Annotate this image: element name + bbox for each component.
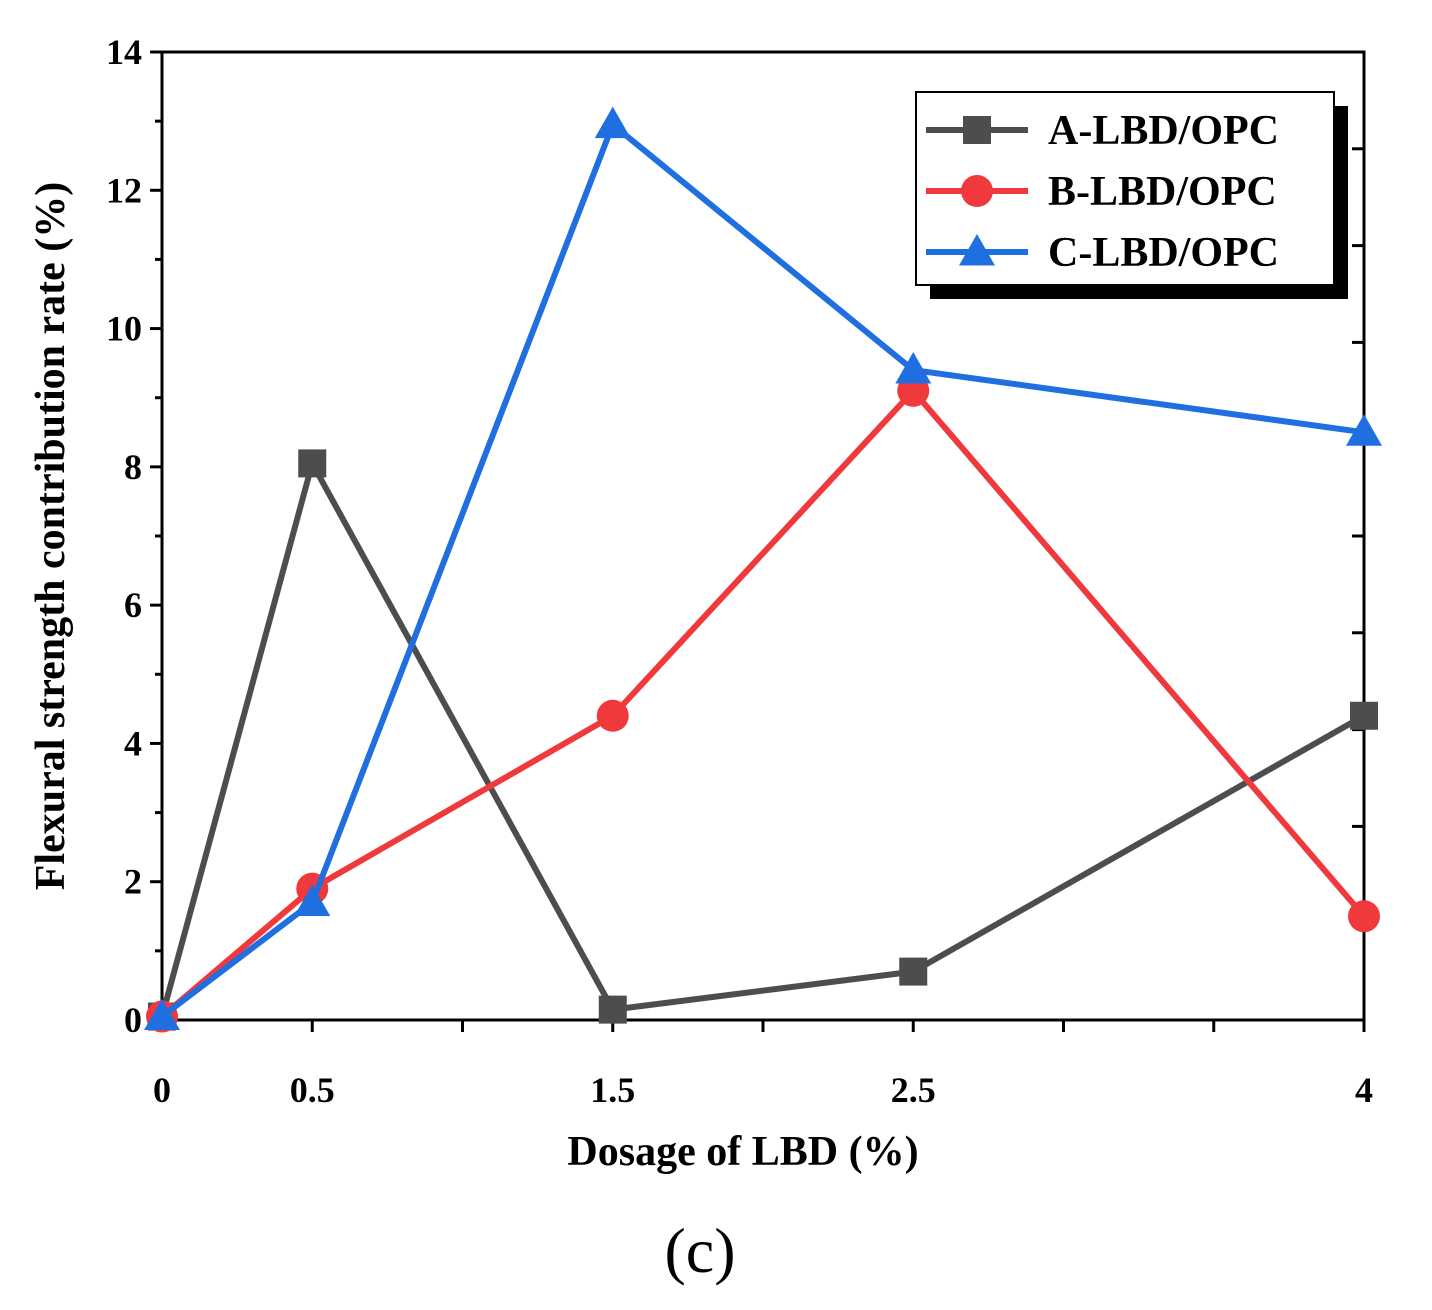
y-tick-label: 8: [124, 447, 142, 487]
series-layer: [144, 106, 1382, 1033]
series-line: [160, 387, 1367, 1019]
x-tick-label: 0.5: [290, 1070, 335, 1110]
x-tick-label: 2.5: [891, 1070, 936, 1110]
data-point: [1350, 701, 1378, 730]
y-tick-label: 12: [106, 170, 142, 210]
data-point: [899, 957, 928, 986]
legend: A-LBD/OPC B-LBD/OPC C-LBD/OPC: [915, 91, 1348, 299]
x-axis-title: Dosage of LBD (%): [567, 1129, 918, 1175]
series-line: [159, 460, 1366, 1018]
y-tick-label: 14: [106, 32, 142, 72]
y-tick-label: 4: [124, 723, 142, 763]
y-tick-label: 2: [124, 862, 142, 902]
series-B-LBD/OPC: [146, 374, 1380, 1033]
y-axis-title: Flexural strength contribution rate (%): [28, 182, 74, 890]
series-C-LBD/OPC: [144, 106, 1382, 1031]
x-tick-label: 0: [153, 1070, 171, 1110]
legend-marker: [961, 175, 993, 207]
x-tick-label: 4: [1355, 1070, 1373, 1110]
legend-marker: [959, 234, 995, 266]
data-point: [596, 699, 629, 732]
legend-item: B-LBD/OPC: [926, 169, 1277, 215]
data-point: [144, 998, 180, 1031]
series-A-LBD/OPC: [148, 449, 1378, 1031]
y-tick-label: 10: [106, 309, 142, 349]
legend-marker: [963, 116, 991, 144]
x-tick-label: 1.5: [590, 1070, 635, 1110]
data-point: [1346, 414, 1382, 446]
legend-item: C-LBD/OPC: [926, 230, 1279, 276]
y-tick-label: 6: [124, 585, 142, 625]
panel-label: (c): [664, 1215, 735, 1286]
data-point: [594, 106, 631, 139]
data-point: [298, 449, 327, 478]
data-point: [294, 884, 331, 916]
data-point: [598, 995, 627, 1024]
legend-label: B-LBD/OPC: [1048, 169, 1277, 215]
data-point: [1348, 900, 1380, 933]
legend-label: C-LBD/OPC: [1048, 230, 1279, 276]
legend-item: A-LBD/OPC: [926, 108, 1279, 154]
axes: 0 2 4 6 8 10 12 14 0 0.5 1.5 2.5 4: [106, 32, 1373, 1110]
data-point: [895, 352, 932, 384]
y-tick-label: 0: [124, 1000, 142, 1040]
legend-label: A-LBD/OPC: [1048, 108, 1279, 154]
